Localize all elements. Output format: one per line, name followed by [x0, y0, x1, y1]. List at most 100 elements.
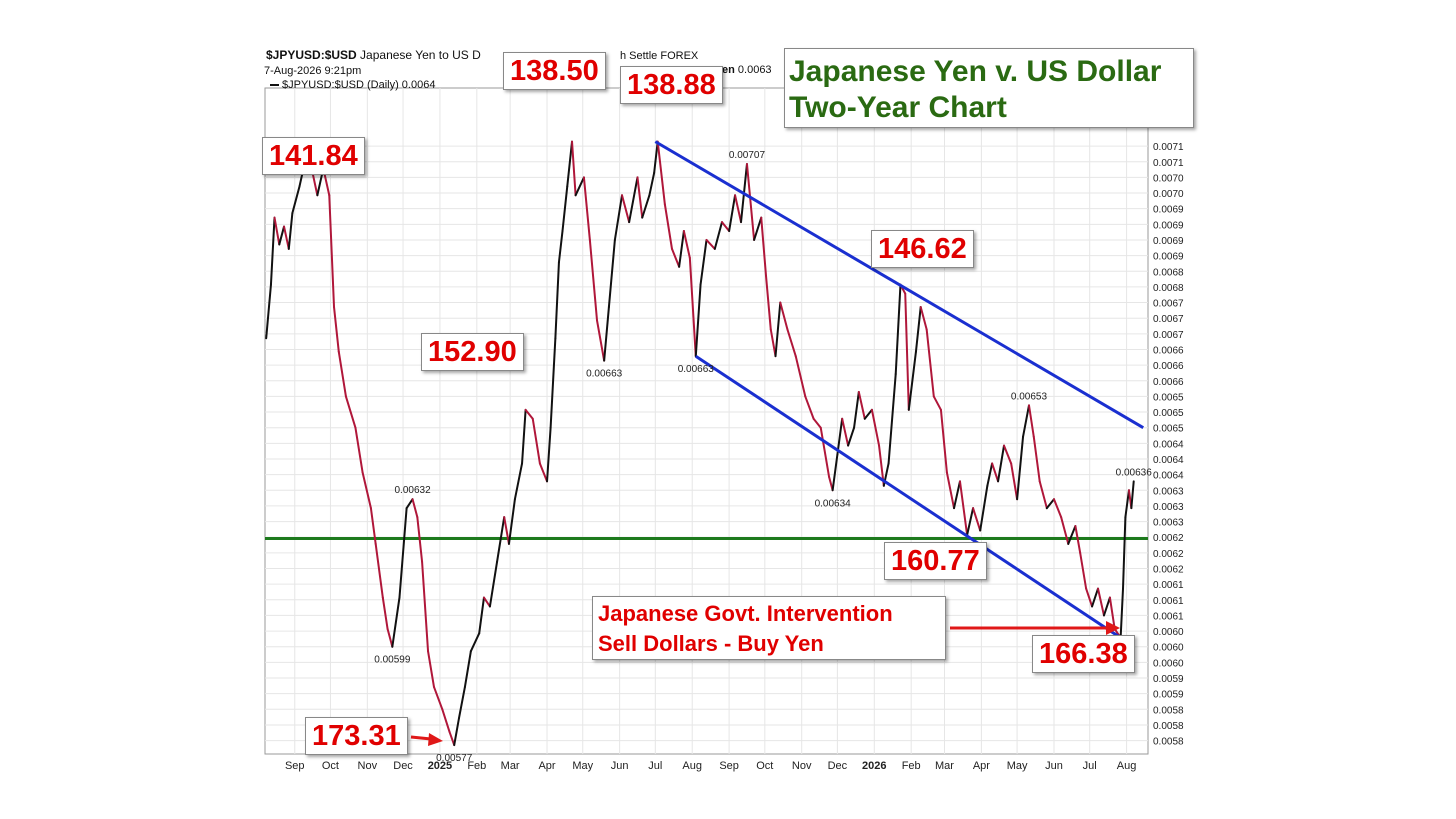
price-segment	[488, 560, 499, 608]
price-segment	[812, 417, 822, 429]
y-tick-label: 0.0060	[1153, 627, 1184, 638]
price-segment	[1027, 404, 1035, 438]
y-tick-label: 0.0059	[1153, 674, 1184, 685]
price-segment	[273, 216, 281, 246]
price-segment	[546, 426, 552, 483]
price-segment	[1079, 551, 1088, 590]
x-tick-label: Apr	[538, 760, 555, 772]
y-tick-label: 0.0071	[1153, 142, 1184, 153]
x-tick-label: Jul	[1083, 760, 1097, 772]
price-segment	[1067, 525, 1077, 545]
price-segment	[566, 140, 574, 188]
point-label: 0.00634	[815, 498, 852, 509]
y-tick-label: 0.0059	[1153, 690, 1184, 701]
price-segment	[688, 256, 697, 358]
y-tick-label: 0.0065	[1153, 408, 1184, 419]
price-segment	[381, 596, 389, 630]
price-segment	[557, 230, 564, 264]
price-segment	[607, 238, 616, 309]
price-segment	[979, 484, 989, 532]
y-tick-label: 0.0060	[1153, 643, 1184, 654]
price-segment	[369, 507, 377, 545]
price-segment	[641, 194, 651, 219]
point-label: 0.00653	[1011, 391, 1048, 402]
y-tick-label: 0.0071	[1153, 158, 1184, 169]
price-segment	[386, 627, 394, 648]
price-segment	[728, 194, 737, 233]
price-segment	[354, 426, 364, 474]
chart-title-line2: Two-Year Chart	[789, 91, 1007, 124]
price-segment	[524, 408, 534, 420]
price-segment	[405, 498, 414, 510]
price-segment	[1119, 587, 1125, 639]
price-segment	[507, 498, 516, 545]
price-segment	[670, 247, 681, 268]
price-segment	[1032, 435, 1041, 483]
price-segment	[1097, 587, 1105, 617]
x-tick-label: Dec	[393, 760, 413, 772]
price-segment	[945, 471, 956, 510]
price-segment	[760, 216, 768, 277]
price-segment	[914, 306, 922, 353]
y-tick-label: 0.0058	[1153, 737, 1184, 748]
point-label: 0.00599	[374, 655, 411, 666]
price-segment	[907, 350, 917, 411]
price-segment	[333, 306, 340, 353]
y-tick-label: 0.0067	[1153, 330, 1184, 341]
point-label: 0.00636	[1116, 467, 1153, 478]
y-tick-label: 0.0065	[1153, 424, 1184, 435]
price-segment	[953, 480, 961, 510]
legend-swatch	[270, 84, 279, 87]
x-tick-label: Feb	[902, 760, 921, 772]
price-segment	[857, 390, 866, 420]
intervention-note-line1: Japanese Govt. Intervention	[598, 601, 893, 626]
price-segment	[804, 395, 815, 420]
price-segment	[291, 185, 301, 215]
price-segment	[469, 632, 481, 653]
arrow-173-31-head	[428, 733, 443, 746]
price-segment	[574, 176, 585, 197]
y-tick-label: 0.0066	[1153, 361, 1184, 372]
price-segment	[538, 462, 549, 483]
description-label: Japanese Yen to US D	[360, 48, 481, 62]
price-segment	[939, 408, 948, 474]
price-segment	[1130, 480, 1135, 510]
price-segment	[269, 216, 276, 286]
price-segment	[997, 444, 1006, 483]
x-tick-label: Jun	[1045, 760, 1063, 772]
price-segment	[991, 462, 1000, 483]
x-tick-label: 2025	[428, 760, 452, 772]
price-segment	[986, 462, 994, 487]
x-tick-label: Apr	[973, 760, 990, 772]
price-segment	[678, 230, 685, 268]
price-segment	[265, 283, 272, 340]
price-segment	[287, 212, 294, 250]
x-tick-label: Sep	[719, 760, 739, 772]
price-segment	[391, 596, 401, 648]
y-tick-label: 0.0070	[1153, 189, 1184, 200]
price-segment	[769, 328, 777, 358]
price-segment	[653, 140, 659, 174]
price-segment	[398, 507, 408, 599]
y-tick-label: 0.0062	[1153, 549, 1184, 560]
price-segment	[663, 203, 673, 250]
y-tick-label: 0.0062	[1153, 565, 1184, 576]
price-segment	[421, 560, 430, 653]
price-segment	[966, 507, 975, 536]
y-tick-label: 0.0069	[1153, 205, 1184, 216]
price-segment	[582, 176, 591, 241]
chart-header: $JPYUSD:$USD Japanese Yen to US D	[266, 48, 481, 62]
price-segment	[549, 337, 557, 429]
channel-upper-line	[654, 140, 1144, 429]
x-tick-label: Nov	[358, 760, 378, 772]
y-tick-label: 0.0063	[1153, 486, 1184, 497]
price-segment	[836, 417, 844, 456]
y-tick-label: 0.0058	[1153, 721, 1184, 732]
price-segment	[1052, 498, 1063, 519]
arrow-173-31-shaft	[410, 735, 432, 741]
price-segment	[863, 408, 873, 420]
point-label: 0.00707	[729, 150, 766, 161]
price-segment	[503, 516, 510, 545]
legend-label: $JPYUSD:$USD (Daily) 0.0064	[282, 79, 436, 91]
x-axis: Sep Oct Nov Dec 2025 Feb Mar Apr May Jun Jul Aug Sep…	[285, 760, 1136, 772]
